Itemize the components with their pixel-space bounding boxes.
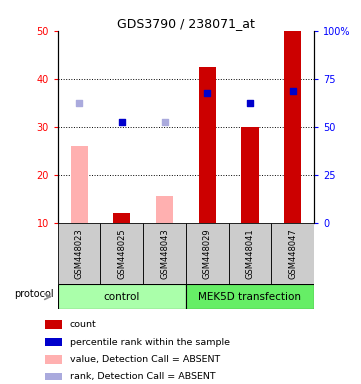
Bar [58,284,186,309]
Text: protocol: protocol [14,289,54,299]
Bar [186,223,229,284]
Point [204,90,210,96]
Bar [229,223,271,284]
Bar [284,31,301,223]
Text: GSM448043: GSM448043 [160,228,169,279]
Bar [45,372,62,381]
Point [119,119,125,125]
Text: GSM448047: GSM448047 [288,228,297,279]
Text: MEK5D transfection: MEK5D transfection [199,291,301,302]
Text: rank, Detection Call = ABSENT: rank, Detection Call = ABSENT [70,372,216,381]
Text: control: control [104,291,140,302]
Bar [100,223,143,284]
Bar [45,355,62,364]
Text: count: count [70,320,97,329]
Bar [45,320,62,329]
Bar [156,196,173,223]
Title: GDS3790 / 238071_at: GDS3790 / 238071_at [117,17,255,30]
Point [290,88,296,94]
Text: GSM448041: GSM448041 [245,228,255,279]
Bar [271,223,314,284]
Point [76,100,82,106]
Bar [199,67,216,223]
Text: GSM448029: GSM448029 [203,228,212,279]
Text: percentile rank within the sample: percentile rank within the sample [70,338,230,347]
Bar [71,146,88,223]
Bar [58,223,100,284]
Bar [113,213,130,223]
Bar [143,223,186,284]
Point [162,119,168,125]
Bar [186,284,314,309]
Text: GSM448023: GSM448023 [75,228,84,279]
Bar [242,127,258,223]
Text: GSM448025: GSM448025 [117,228,126,279]
Point [247,100,253,106]
Text: value, Detection Call = ABSENT: value, Detection Call = ABSENT [70,355,220,364]
Bar [45,338,62,346]
